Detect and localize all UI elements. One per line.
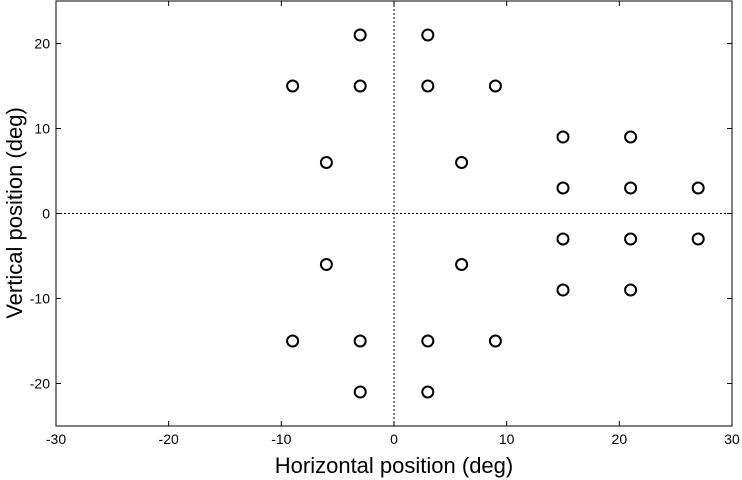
x-tick-label: 20 [612, 431, 628, 447]
data-point [691, 232, 705, 246]
data-point [286, 79, 300, 93]
data-point [455, 156, 469, 169]
y-tick-label: 20 [34, 36, 50, 52]
data-point [488, 79, 502, 93]
x-tick-label: -30 [46, 431, 66, 447]
x-tick-label: -20 [159, 431, 179, 447]
data-point [556, 130, 570, 144]
axis-ticks: -30 -20 -10 0 10 20 30 -20 -10 0 10 20 [30, 1, 740, 447]
data-point [421, 334, 435, 348]
data-point [691, 181, 705, 195]
x-tick-label: -10 [271, 431, 291, 447]
x-axis-title: Horizontal position (deg) [275, 453, 513, 478]
y-tick-label: -20 [30, 376, 50, 392]
data-point [556, 283, 570, 297]
data-point [624, 232, 638, 246]
data-point [353, 79, 367, 93]
data-point [319, 156, 333, 169]
data-point [624, 181, 638, 195]
x-tick-label: 0 [390, 431, 398, 447]
y-tick-label: 10 [34, 121, 50, 137]
y-tick-label: -10 [30, 291, 50, 307]
data-point [353, 28, 367, 42]
y-tick-label: 0 [42, 206, 50, 222]
x-tick-label: 30 [724, 431, 740, 447]
data-point [624, 130, 638, 144]
data-point [353, 334, 367, 348]
data-point [556, 232, 570, 246]
data-point [488, 334, 502, 348]
data-points [286, 28, 705, 399]
y-axis-title: Vertical position (deg) [2, 107, 27, 319]
data-point [319, 258, 333, 271]
data-point [421, 385, 435, 399]
data-point [455, 258, 469, 271]
data-point [421, 28, 435, 42]
data-point [624, 283, 638, 297]
data-point [421, 79, 435, 93]
data-point [286, 334, 300, 348]
data-point [556, 181, 570, 195]
data-point [353, 385, 367, 399]
reference-lines [56, 1, 732, 426]
x-tick-label: 10 [499, 431, 515, 447]
